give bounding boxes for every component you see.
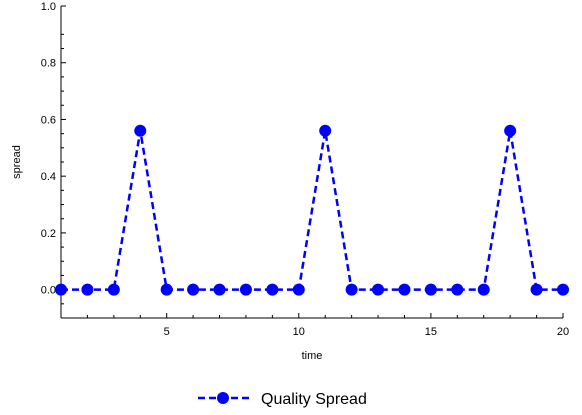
data-point (107, 283, 120, 296)
data-point (239, 283, 252, 296)
legend-label: Quality Spread (261, 391, 367, 408)
y-tick-label: 0.0 (41, 285, 56, 297)
x-tick-label: 20 (557, 326, 569, 338)
data-point (160, 283, 173, 296)
x-axis-title: time (302, 350, 323, 362)
axes: 0.0 0.2 0.4 0.6 0.8 1.0 5 10 15 20 (41, 1, 569, 338)
x-tick-label: 15 (425, 326, 437, 338)
data-point (292, 283, 305, 296)
series-layer (55, 124, 569, 296)
legend: Quality Spread (198, 391, 367, 408)
data-point (372, 283, 385, 296)
data-point (55, 283, 67, 296)
data-point (451, 283, 464, 296)
y-tick-label: 0.8 (41, 58, 56, 70)
data-point (504, 124, 517, 137)
y-axis-title: spread (11, 145, 23, 179)
y-tick-label: 1.0 (41, 1, 56, 13)
data-point (134, 124, 147, 137)
y-tick-label: 0.2 (41, 228, 56, 240)
data-point (424, 283, 437, 296)
x-tick-label: 10 (293, 326, 305, 338)
legend-marker (217, 392, 229, 404)
data-point (477, 283, 490, 296)
data-point (557, 283, 569, 296)
y-tick-label: 0.6 (41, 114, 56, 126)
series-line-quality-spread (61, 129, 563, 291)
data-point (81, 283, 94, 296)
data-point (319, 124, 332, 137)
y-tick-label: 0.4 (41, 171, 56, 183)
data-point (266, 283, 279, 296)
data-point (398, 283, 411, 296)
data-point (345, 283, 358, 296)
data-point (187, 283, 200, 296)
data-point (213, 283, 226, 296)
data-point (530, 283, 543, 296)
x-tick-label: 5 (164, 326, 170, 338)
